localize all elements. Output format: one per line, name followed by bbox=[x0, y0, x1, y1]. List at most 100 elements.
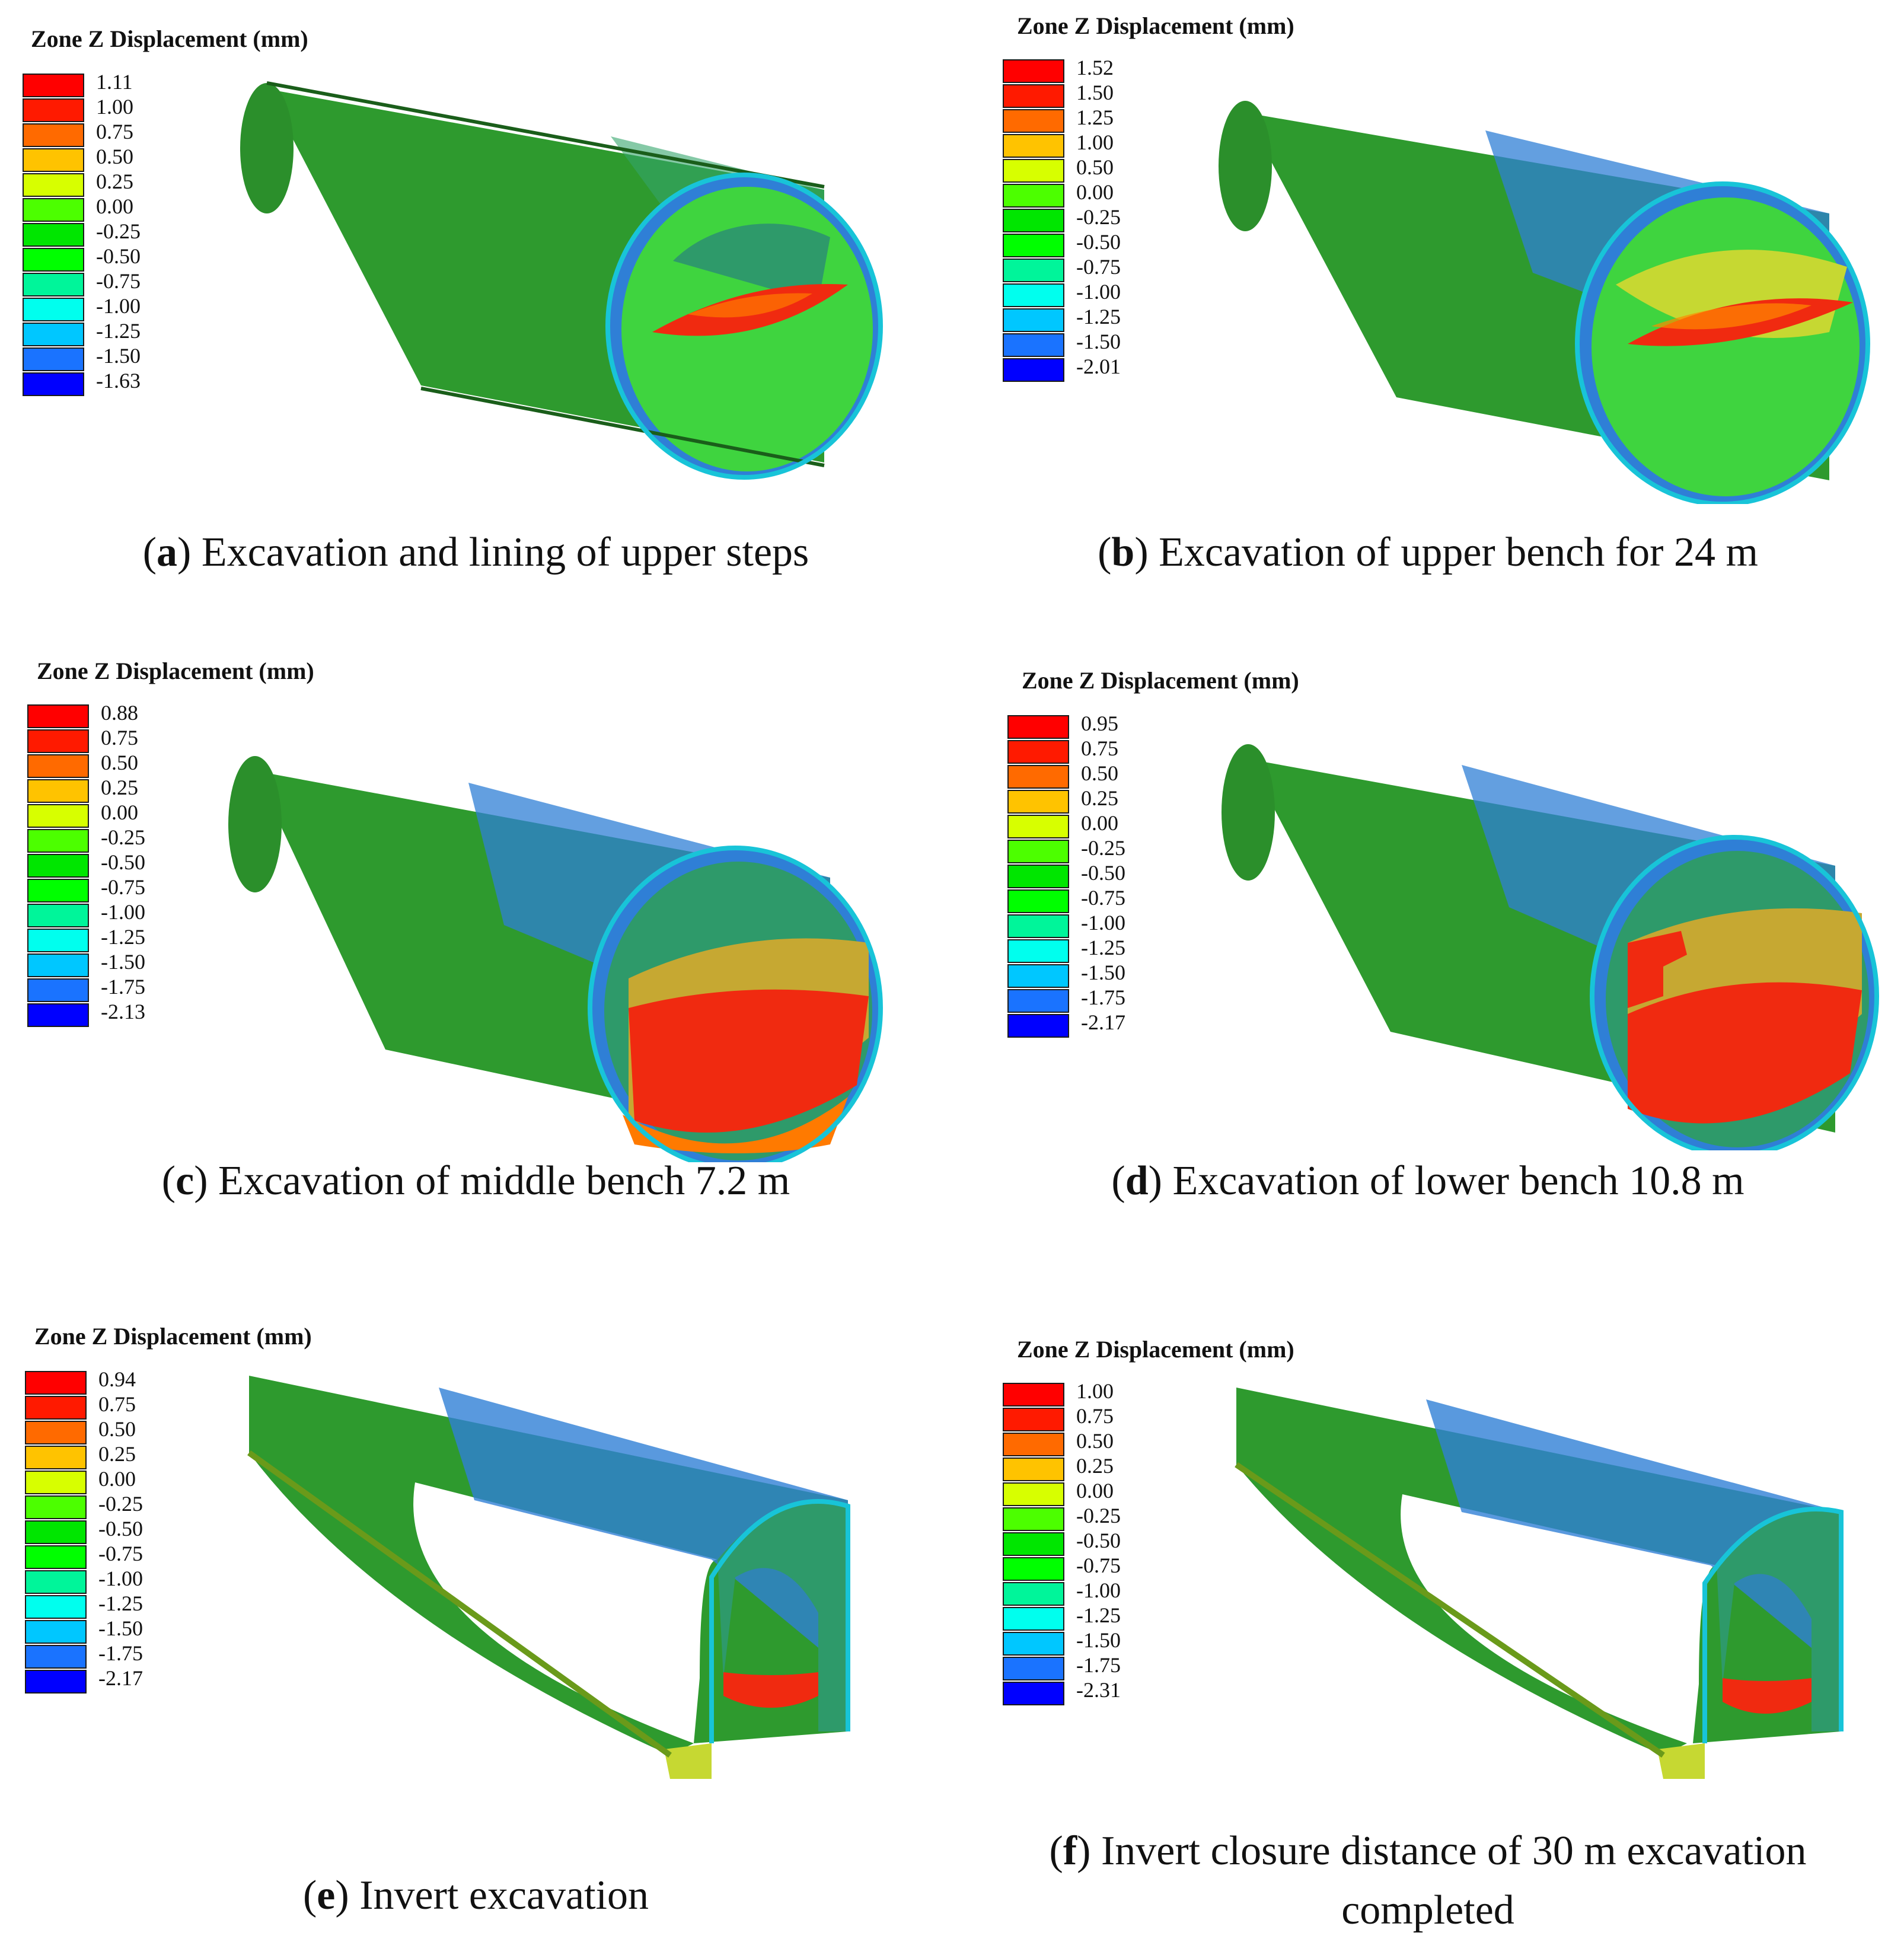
legend-tick-label: 0.00 bbox=[96, 194, 133, 218]
legend-tick-label: -1.00 bbox=[1081, 911, 1125, 935]
legend-tick-label: -1.50 bbox=[1076, 1628, 1121, 1652]
legend-tick-label: 0.50 bbox=[1081, 761, 1118, 785]
caption: (a) Excavation and lining of upper steps bbox=[142, 530, 809, 575]
caption-letter: a bbox=[157, 530, 178, 575]
legend-swatch bbox=[1003, 134, 1064, 158]
legend-tick-label: -0.50 bbox=[96, 244, 141, 268]
caption-text: Excavation of lower bench 10.8 m bbox=[1172, 1158, 1744, 1204]
caption: (e) Invert excavation bbox=[302, 1873, 649, 1918]
legend-tick-label: -1.00 bbox=[96, 294, 141, 318]
legend-swatch bbox=[1003, 109, 1064, 133]
tunnel-model-b bbox=[1219, 101, 1870, 504]
legend-tick-label: 0.75 bbox=[98, 1392, 136, 1416]
legend-tick-label: 1.50 bbox=[1076, 81, 1114, 104]
legend-tick-label: -0.75 bbox=[98, 1542, 143, 1565]
legend-title: Zone Z Displacement (mm) bbox=[1017, 1336, 1294, 1363]
caption-letter: e bbox=[317, 1873, 336, 1918]
legend-swatch bbox=[1003, 234, 1064, 257]
caption-line2: completed bbox=[952, 1886, 1904, 1935]
legend-tick-label: -1.75 bbox=[1076, 1653, 1121, 1677]
legend-tick-label: -1.00 bbox=[98, 1567, 143, 1590]
legend-swatch bbox=[1003, 209, 1064, 232]
legend-swatch bbox=[1003, 1557, 1064, 1581]
legend-tick-label: 0.50 bbox=[1076, 155, 1114, 179]
legend-swatch bbox=[23, 98, 84, 122]
legend-swatch bbox=[25, 1446, 87, 1469]
legend-swatch bbox=[25, 1495, 87, 1519]
legend-swatch bbox=[1007, 1014, 1069, 1038]
legend-swatch bbox=[1003, 1532, 1064, 1556]
legend-tick-label: -1.50 bbox=[1076, 330, 1121, 353]
legend-swatch bbox=[1003, 1433, 1064, 1456]
legend-swatch bbox=[1007, 865, 1069, 888]
legend-swatch bbox=[1003, 1408, 1064, 1431]
panel-f: Zone Z Displacement (mm) 1.00 0.75 0.50 0.2… bbox=[952, 1305, 1904, 1939]
legend-tick-label: -0.50 bbox=[1076, 1529, 1121, 1552]
legend-tick-label: 0.94 bbox=[98, 1367, 136, 1391]
legend-swatch bbox=[23, 248, 84, 272]
legend-swatch bbox=[1007, 715, 1069, 739]
legend-tick-label: -1.75 bbox=[101, 975, 145, 999]
caption-text: Excavation of upper bench for 24 m bbox=[1159, 530, 1758, 575]
caption: (d) Excavation of lower bench 10.8 m bbox=[1111, 1158, 1744, 1204]
legend-swatch bbox=[1007, 889, 1069, 913]
legend-tick-label: 0.75 bbox=[1081, 736, 1118, 760]
legend-tick-label: -1.75 bbox=[98, 1641, 143, 1665]
legend-swatch bbox=[1003, 1507, 1064, 1531]
legend-swatch bbox=[27, 779, 89, 803]
legend-swatch bbox=[23, 223, 84, 247]
panel-e: Zone Z Displacement (mm) 0.94 0.75 0.50 0.2… bbox=[0, 1305, 952, 1939]
legend-tick-label: 1.00 bbox=[1076, 130, 1114, 154]
legend-swatch bbox=[27, 1003, 89, 1027]
legend-tick-label: 0.00 bbox=[98, 1467, 136, 1491]
legend-tick-label: -0.25 bbox=[1076, 205, 1121, 229]
legend-tick-label: -1.50 bbox=[1081, 961, 1125, 984]
legend-tick-label: 0.50 bbox=[1076, 1429, 1114, 1453]
legend-tick-label: 1.25 bbox=[1076, 106, 1114, 129]
legend-swatch bbox=[25, 1595, 87, 1619]
legend-tick-label: -1.50 bbox=[101, 950, 145, 974]
legend-swatch bbox=[1003, 84, 1064, 108]
legend-tick-label: -1.00 bbox=[1076, 1578, 1121, 1602]
legend-swatch bbox=[1003, 1458, 1064, 1481]
legend-tick-label: 1.00 bbox=[1076, 1379, 1114, 1403]
legend-tick-label: -0.25 bbox=[98, 1492, 143, 1516]
legend-tick-label: -0.50 bbox=[1081, 861, 1125, 885]
caption-text: Invert excavation bbox=[359, 1873, 649, 1918]
legend-tick-label: -0.75 bbox=[101, 875, 145, 899]
legend-tick-label: 0.75 bbox=[101, 726, 138, 750]
legend-swatch bbox=[27, 804, 89, 828]
legend-swatch bbox=[1003, 1632, 1064, 1656]
panel-b: Zone Z Displacement (mm) 1.52 1.50 1.25 1.0… bbox=[952, 0, 1904, 611]
legend-tick-label: 0.88 bbox=[101, 701, 138, 725]
legend-swatch bbox=[1003, 1607, 1064, 1631]
legend-swatch bbox=[1007, 964, 1069, 988]
caption-text-line1: Invert closure distance of 30 m excavati… bbox=[1101, 1828, 1807, 1874]
legend-swatch bbox=[1003, 259, 1064, 282]
legend-tick-label: -0.50 bbox=[98, 1517, 143, 1541]
legend-tick-label: -2.01 bbox=[1076, 355, 1121, 378]
legend-tick-label: 0.25 bbox=[96, 170, 133, 193]
legend-title: Zone Z Displacement (mm) bbox=[37, 658, 314, 684]
legend-tick-label: -1.00 bbox=[101, 900, 145, 924]
legend-title: Zone Z Displacement (mm) bbox=[34, 1323, 312, 1350]
legend-tick-label: -2.17 bbox=[1081, 1010, 1125, 1034]
legend-tick-label: -1.25 bbox=[101, 925, 145, 949]
legend-tick-label: 0.25 bbox=[101, 776, 138, 799]
legend-swatch bbox=[23, 198, 84, 222]
legend-swatch bbox=[27, 929, 89, 952]
legend-tick-label: -1.25 bbox=[98, 1592, 143, 1615]
legend-swatch bbox=[23, 148, 84, 172]
legend-swatch bbox=[25, 1620, 87, 1644]
legend-tick-label: -0.25 bbox=[101, 825, 145, 849]
panel-c: Zone Z Displacement (mm) 0.88 0.75 0.50 0.2… bbox=[0, 640, 952, 1293]
legend-swatch bbox=[27, 978, 89, 1002]
legend-tick-label: 0.95 bbox=[1081, 712, 1118, 735]
legend-swatch bbox=[27, 829, 89, 853]
legend-tick-label: -2.13 bbox=[101, 1000, 145, 1023]
legend-tick-label: -1.25 bbox=[1076, 305, 1121, 329]
legend-swatch bbox=[1003, 308, 1064, 332]
legend-swatch bbox=[25, 1670, 87, 1694]
legend-tick-label: -1.75 bbox=[1081, 986, 1125, 1009]
legend-tick-label: -1.25 bbox=[1076, 1603, 1121, 1627]
